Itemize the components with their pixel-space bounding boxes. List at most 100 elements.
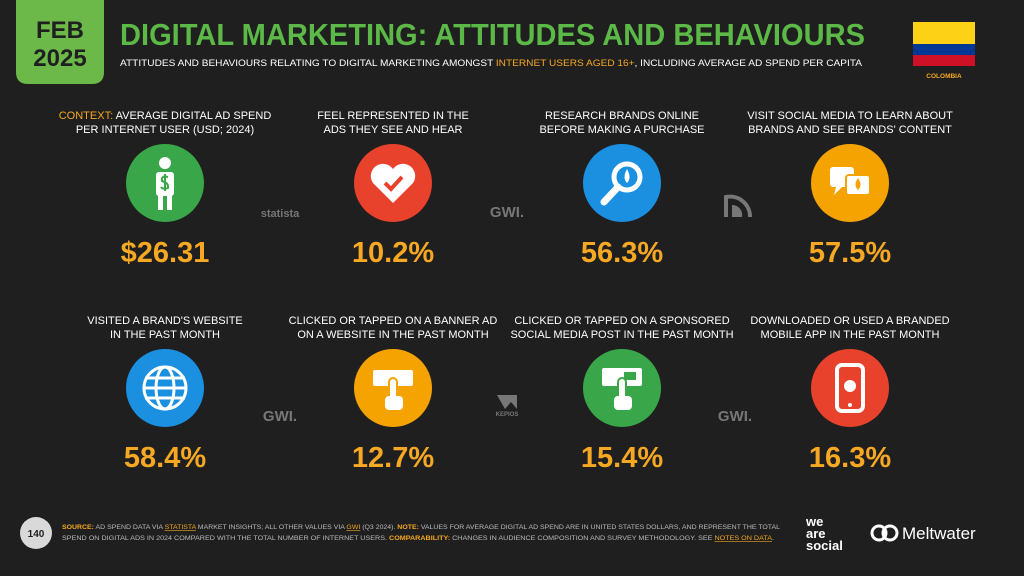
icon-part	[834, 187, 842, 195]
source-logo: KEPIOS	[496, 412, 519, 418]
card-label-line: BRANDS AND SEE BRANDS' CONTENT	[748, 124, 952, 136]
card-icon	[583, 144, 661, 222]
footer-key: COMPARABILITY:	[389, 536, 450, 542]
card-value: 10.2%	[352, 237, 434, 269]
brand-line: are	[806, 526, 826, 541]
card-icon	[354, 144, 432, 222]
card-icon	[126, 349, 204, 427]
card-label-line: RESEARCH BRANDS ONLINE	[545, 110, 699, 122]
source-logo: GWI.	[718, 408, 752, 425]
logo-ring	[881, 524, 899, 542]
source-logo: GWI.	[490, 204, 524, 221]
card-label-line: AVERAGE DIGITAL AD SPEND	[113, 110, 271, 122]
card-label-line: SOCIAL MEDIA POST IN THE PAST MONTH	[510, 329, 733, 341]
footer-text: SPEND ON DIGITAL ADS IN 2024 COMPARED WI…	[62, 536, 389, 542]
card-value: 15.4%	[581, 442, 663, 474]
card-label: CONTEXT: AVERAGE DIGITAL AD SPEND	[59, 110, 272, 122]
card-label: VISITED A BRAND'S WEBSITE	[87, 315, 243, 327]
date-box	[16, 0, 104, 84]
icon-part	[848, 403, 852, 407]
card-label: IN THE PAST MONTH	[110, 329, 220, 341]
footer-text: VALUES FOR AVERAGE DIGITAL AD SPEND ARE …	[419, 525, 781, 531]
card-label: ADS THEY SEE AND HEAR	[324, 124, 463, 136]
icon-part	[370, 163, 416, 203]
card-value: 58.4%	[124, 442, 206, 474]
icon-part	[600, 183, 622, 206]
card-value: 16.3%	[809, 442, 891, 474]
card-label: CLICKED OR TAPPED ON A SPONSORED	[514, 315, 729, 327]
icon-part	[732, 204, 743, 217]
footer-link[interactable]: GWI	[346, 525, 360, 531]
card-label-line: BEFORE MAKING A PURCHASE	[539, 124, 704, 136]
card-label: BRANDS AND SEE BRANDS' CONTENT	[748, 124, 952, 136]
source-logo: GWI.	[263, 408, 297, 425]
icon-part	[624, 372, 636, 380]
card-value: 56.3%	[581, 237, 663, 269]
date-month: FEB	[36, 17, 84, 44]
footer-text: CHANGES IN AUDIENCE COMPOSITION AND SURV…	[450, 536, 714, 542]
card-icon	[811, 144, 889, 222]
source-icon	[724, 194, 753, 218]
icon-part	[614, 396, 632, 410]
icon-circle	[583, 144, 661, 222]
page-number: 140	[28, 529, 45, 540]
card-label-prefix: CONTEXT:	[59, 110, 113, 122]
card-label-line: FEEL REPRESENTED IN THE	[317, 110, 469, 122]
icon-part	[159, 157, 171, 169]
footer-text: .	[772, 536, 774, 542]
footer-text: AD SPEND DATA VIA	[94, 525, 165, 531]
flag-stripe	[913, 22, 975, 44]
icon-part	[624, 169, 630, 183]
card-label-line: ON A WEBSITE IN THE PAST MONTH	[297, 329, 488, 341]
card-label: FEEL REPRESENTED IN THE	[317, 110, 469, 122]
card-label: CLICKED OR TAPPED ON A BANNER AD	[289, 315, 498, 327]
subtitle-part: ATTITUDES AND BEHAVIOURS RELATING TO DIG…	[120, 58, 496, 69]
card-label-line: VISIT SOCIAL MEDIA TO LEARN ABOUT	[747, 110, 953, 122]
card-icon	[126, 144, 204, 222]
brand-line: social	[806, 538, 843, 553]
card-label: DOWNLOADED OR USED A BRANDED	[750, 315, 949, 327]
flag-stripe	[913, 44, 975, 55]
footer-key: SOURCE:	[62, 525, 94, 531]
country: COLOMBIA	[926, 73, 962, 80]
card-label: SOCIAL MEDIA POST IN THE PAST MONTH	[510, 329, 733, 341]
brand-line: we	[805, 514, 823, 529]
icon-part	[844, 380, 856, 392]
card-label: MOBILE APP IN THE PAST MONTH	[761, 329, 940, 341]
footer-link[interactable]: NOTES ON DATA	[714, 536, 772, 542]
card-label-line: IN THE PAST MONTH	[110, 329, 220, 341]
icon-part	[158, 196, 163, 210]
card-icon	[811, 349, 889, 427]
title: DIGITAL MARKETING: ATTITUDES AND BEHAVIO…	[120, 17, 865, 52]
footer-link[interactable]: STATISTA	[165, 525, 197, 531]
card-value: 57.5%	[809, 237, 891, 269]
card-label-line: CLICKED OR TAPPED ON A SPONSORED	[514, 315, 729, 327]
card-value: $26.31	[121, 237, 210, 269]
card-label-line: ADS THEY SEE AND HEAR	[324, 124, 463, 136]
card-label: ON A WEBSITE IN THE PAST MONTH	[297, 329, 488, 341]
page-badge	[20, 517, 52, 549]
subtitle-highlight: INTERNET USERS AGED 16+	[496, 58, 635, 69]
card-label: RESEARCH BRANDS ONLINE	[545, 110, 699, 122]
icon-part	[835, 363, 865, 413]
card-icon	[583, 349, 661, 427]
icon-part	[160, 174, 170, 191]
card-value: 12.7%	[352, 442, 434, 474]
card-label: BEFORE MAKING A PURCHASE	[539, 124, 704, 136]
icon-part	[385, 396, 403, 410]
icon-part	[167, 196, 172, 210]
source-logo: statista	[261, 208, 300, 220]
card-icon	[354, 349, 432, 427]
footer-text: (Q3 2024).	[360, 525, 397, 531]
date-year: 2025	[33, 45, 86, 72]
icon-part	[611, 161, 643, 193]
subtitle: ATTITUDES AND BEHAVIOURS RELATING TO DIG…	[120, 58, 863, 69]
card-label-line: CLICKED OR TAPPED ON A BANNER AD	[289, 315, 498, 327]
footer-line: SPEND ON DIGITAL ADS IN 2024 COMPARED WI…	[62, 536, 774, 542]
source-icon	[497, 395, 517, 409]
icon-part	[724, 194, 753, 218]
footer-key: NOTE:	[397, 525, 419, 531]
logo-ring	[870, 524, 888, 542]
